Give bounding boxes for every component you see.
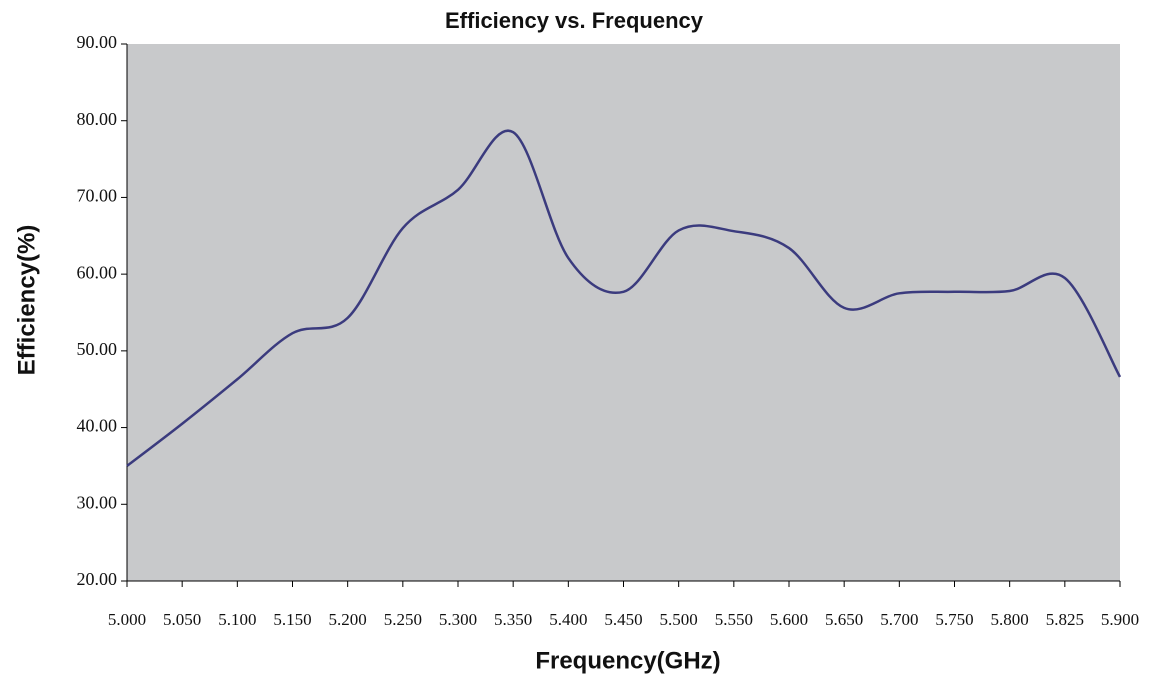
- x-tick-label: 5.750: [935, 610, 973, 629]
- x-tick-label: 5.500: [660, 610, 698, 629]
- x-tick-label: 5.000: [108, 610, 146, 629]
- x-tick-label: 5.150: [273, 610, 311, 629]
- x-tick-label: 5.400: [549, 610, 587, 629]
- x-tick-label: 5.350: [494, 610, 532, 629]
- x-tick-label: 5.100: [218, 610, 256, 629]
- y-tick-label: 50.00: [77, 339, 118, 359]
- y-tick-label: 40.00: [77, 416, 118, 436]
- x-tick-label: 5.600: [770, 610, 808, 629]
- x-tick-label: 5.550: [715, 610, 753, 629]
- x-tick-label: 5.650: [825, 610, 863, 629]
- data-line: [126, 129, 1122, 467]
- x-tick-label: 5.200: [329, 610, 367, 629]
- x-tick-label: 5.300: [439, 610, 477, 629]
- x-tick-label: 5.050: [163, 610, 201, 629]
- y-axis-label: Efficiency(%): [13, 225, 40, 376]
- x-axis-label: Frequency(GHz): [535, 647, 720, 674]
- x-tick-label: 5.250: [384, 610, 422, 629]
- x-tick-label: 5.450: [604, 610, 642, 629]
- y-tick-label: 20.00: [77, 569, 118, 589]
- x-tick-label: 5.825: [1046, 610, 1084, 629]
- x-tick-label: 5.900: [1101, 610, 1139, 629]
- x-tick-label: 5.800: [991, 610, 1029, 629]
- y-tick-label: 70.00: [77, 186, 118, 206]
- y-tick-label: 60.00: [77, 262, 118, 282]
- y-tick-label: 90.00: [77, 32, 118, 52]
- chart-title: Efficiency vs. Frequency: [445, 8, 704, 33]
- x-tick-label: 5.700: [880, 610, 918, 629]
- y-tick-label: 80.00: [77, 109, 118, 129]
- y-tick-label: 30.00: [77, 492, 118, 512]
- plot-area: [127, 44, 1120, 581]
